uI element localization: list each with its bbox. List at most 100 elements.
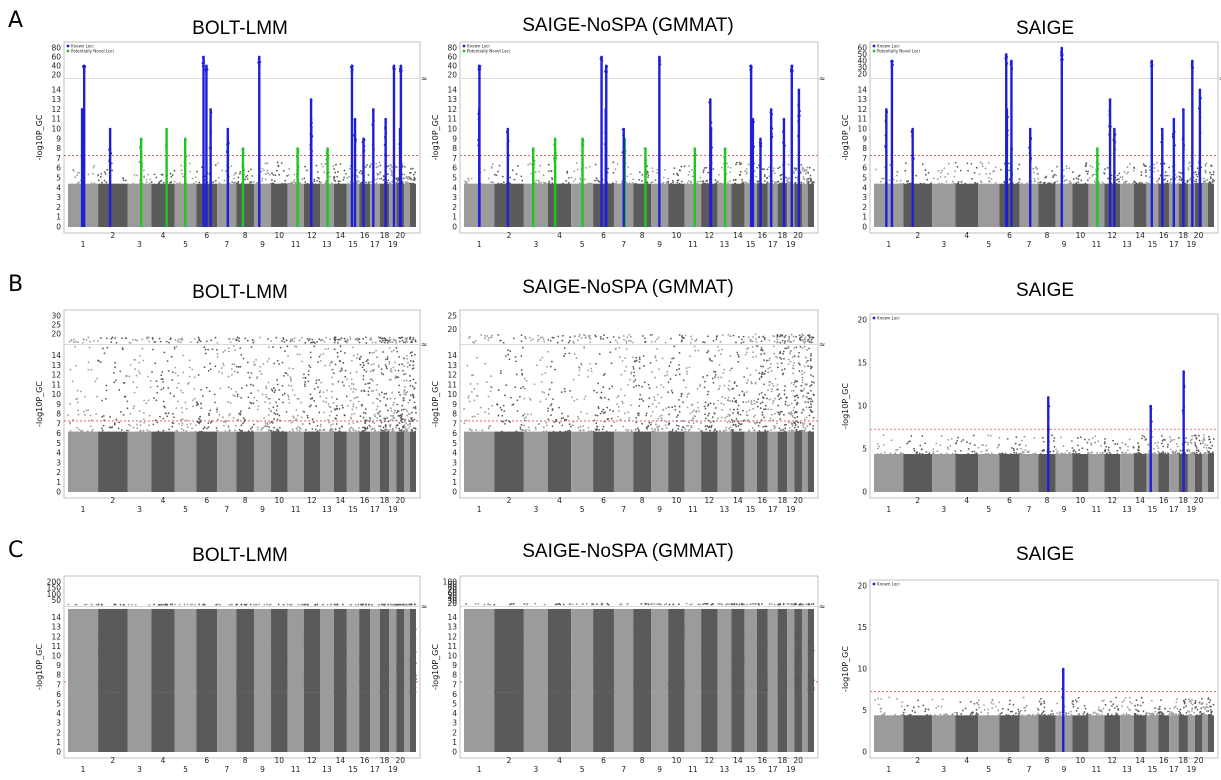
- known-locus-point: [1172, 124, 1175, 127]
- snp-point: [706, 182, 709, 185]
- snp-point: [541, 356, 544, 359]
- snp-point: [492, 181, 495, 184]
- snp-point: [633, 374, 635, 377]
- snp-point: [181, 172, 184, 175]
- snp-point: [712, 402, 715, 405]
- snp-point: [379, 336, 381, 339]
- snp-point: [702, 180, 705, 183]
- chromosome-band: [955, 183, 979, 227]
- snp-point: [681, 393, 683, 395]
- legend-label: Potentially Novel Loci: [467, 48, 510, 53]
- snp-point: [552, 430, 555, 433]
- snp-point: [356, 396, 359, 399]
- novel-locus-point: [532, 171, 535, 175]
- snp-point: [302, 376, 305, 379]
- snp-point: [337, 182, 340, 185]
- snp-point: [528, 397, 531, 400]
- snp-point: [563, 355, 565, 357]
- snp-point: [70, 339, 73, 341]
- snp-point: [529, 398, 532, 401]
- snp-point: [89, 425, 92, 428]
- snp-point: [708, 357, 711, 360]
- snp-point: [713, 355, 716, 357]
- snp-point: [1204, 169, 1207, 172]
- snp-point: [1156, 444, 1159, 447]
- chromosome-band: [684, 431, 702, 492]
- chromosome-band: [633, 431, 652, 492]
- snp-point: [306, 414, 309, 417]
- snp-point: [713, 429, 716, 432]
- snp-point: [570, 396, 573, 399]
- snp-point: [395, 426, 397, 429]
- snp-point: [181, 422, 184, 425]
- snp-point: [351, 346, 354, 349]
- snp-point: [813, 169, 815, 171]
- snp-point: [501, 420, 504, 423]
- snp-point: [273, 426, 275, 429]
- snp-point: [1187, 167, 1190, 169]
- snp-point: [547, 418, 550, 421]
- snp-point: [385, 404, 387, 407]
- snp-point: [601, 410, 603, 413]
- snp-point: [282, 170, 285, 172]
- snp-point: [396, 180, 399, 182]
- chromosome-band: [68, 431, 99, 492]
- snp-point: [368, 351, 371, 354]
- snp-point: [243, 418, 246, 421]
- snp-point: [702, 376, 704, 378]
- y-axis-label: -log10P_GC: [35, 114, 44, 160]
- snp-point: [389, 419, 392, 422]
- snp-point: [387, 420, 390, 423]
- snp-point: [672, 181, 674, 184]
- snp-point: [783, 357, 785, 360]
- snp-point: [1056, 450, 1059, 453]
- snp-point: [294, 182, 297, 184]
- known-locus-top-point: [769, 108, 773, 111]
- snp-point: [239, 347, 242, 350]
- chromosome-band: [999, 183, 1020, 227]
- snp-point: [97, 360, 100, 362]
- snp-point: [100, 172, 103, 175]
- snp-point: [276, 418, 279, 421]
- snp-point: [288, 401, 291, 404]
- snp-point: [75, 398, 77, 401]
- snp-point: [379, 415, 382, 418]
- known-locus-point: [226, 134, 229, 138]
- snp-point: [409, 379, 412, 382]
- novel-locus-point: [724, 151, 727, 154]
- known-locus-point: [309, 123, 312, 127]
- y-tick-label: 30: [857, 63, 867, 72]
- snp-point: [189, 423, 192, 425]
- snp-point: [578, 335, 581, 338]
- snp-point: [551, 178, 554, 181]
- snp-point: [734, 423, 737, 426]
- known-locus-point: [354, 140, 357, 143]
- snp-point: [1012, 447, 1015, 450]
- snp-point: [656, 172, 659, 174]
- snp-point: [972, 434, 975, 437]
- snp-point: [742, 182, 745, 185]
- snp-point: [676, 181, 679, 184]
- snp-point: [1017, 181, 1020, 184]
- snp-point: [673, 345, 676, 348]
- snp-point: [247, 396, 250, 399]
- snp-point: [600, 336, 602, 338]
- snp-point: [624, 357, 627, 360]
- snp-point: [280, 162, 283, 164]
- snp-point: [805, 416, 808, 419]
- snp-point: [330, 360, 333, 363]
- snp-point: [1078, 174, 1081, 177]
- snp-point: [395, 346, 398, 349]
- snp-point: [199, 430, 201, 433]
- snp-point: [760, 365, 762, 368]
- snp-point: [776, 366, 779, 369]
- chromosome-band: [903, 453, 933, 492]
- snp-point: [101, 429, 104, 432]
- snp-point: [667, 381, 670, 384]
- snp-point: [808, 166, 811, 169]
- snp-point: [199, 415, 202, 418]
- snp-point: [316, 171, 319, 173]
- snp-point: [781, 182, 784, 185]
- y-tick-label: 40: [51, 61, 61, 70]
- snp-point: [563, 387, 566, 390]
